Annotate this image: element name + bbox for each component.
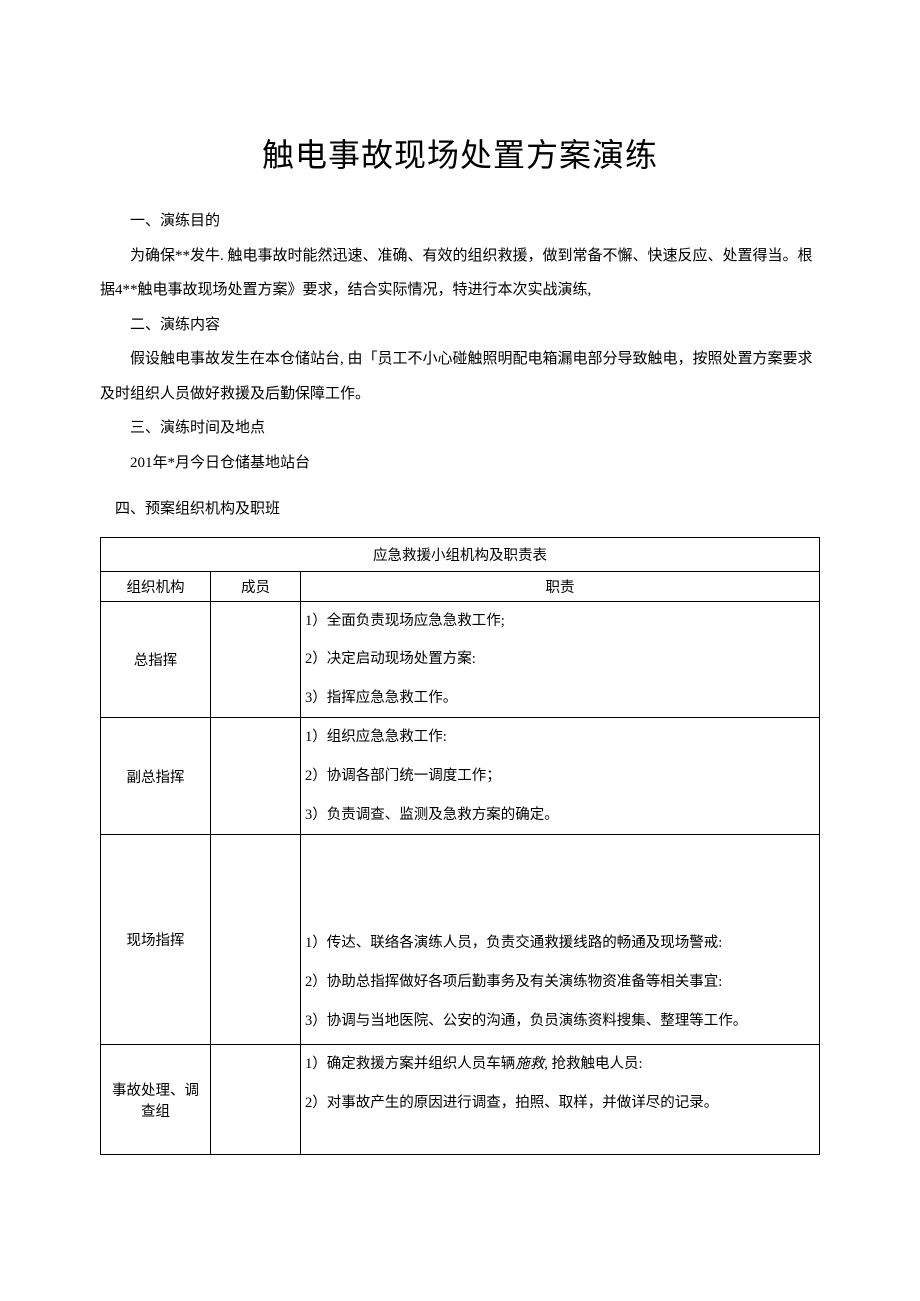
cell-duty: 1）组织应急急救工作: 2）协调各部门统一调度工作； 3）负责调查、监测及急救方… [301,718,820,835]
th-member: 成员 [211,571,301,601]
th-duty: 职责 [301,571,820,601]
duty-item: 2）对事故产生的原因进行调查，拍照、取样，并做详尽的记录。 [301,1084,819,1123]
document-title: 触电事故现场处置方案演练 [100,130,820,176]
table-row: 事故处理、调查组 1）确定救援方案并组织人员车辆施救, 抢救触电人员: 2）对事… [101,1045,820,1155]
org-duty-table: 应急救援小组机构及职责表 组织机构 成员 职责 总指挥 1）全面负责现场应急急救… [100,537,820,1156]
section2-paragraph: 假设触电事故发生在本仓储站台, 由「员工不小心碰触照明配电箱漏电部分导致触电，按… [100,342,820,411]
section4-heading: 四、预案组织机构及职班 [100,492,820,527]
th-org: 组织机构 [101,571,211,601]
duty-item: 2）决定启动现场处置方案: [301,640,819,679]
cell-org: 事故处理、调查组 [101,1045,211,1155]
table-caption: 应急救援小组机构及职责表 [101,537,820,571]
section2-heading: 二、演练内容 [100,308,820,343]
duty-item: 3）指挥应急急救工作。 [301,679,819,718]
cell-member [211,835,301,1045]
table-header-row: 组织机构 成员 职责 [101,571,820,601]
duty-item: 1）全面负责现场应急急救工作; [301,602,819,641]
cell-duty: 1）全面负责现场应急急救工作; 2）决定启动现场处置方案: 3）指挥应急急救工作… [301,601,820,718]
cell-duty: 1）确定救援方案并组织人员车辆施救, 抢救触电人员: 2）对事故产生的原因进行调… [301,1045,820,1155]
table-row: 总指挥 1）全面负责现场应急急救工作; 2）决定启动现场处置方案: 3）指挥应急… [101,601,820,718]
section3-heading: 三、演练时间及地点 [100,411,820,446]
duty-item: 3）协调与当地医院、公安的沟通，负员演练资料搜集、整理等工作。 [301,1002,819,1041]
duty-item: 1）组织应急急救工作: [301,718,819,757]
cell-member [211,1045,301,1155]
cell-org: 副总指挥 [101,718,211,835]
table-row: 副总指挥 1）组织应急急救工作: 2）协调各部门统一调度工作； 3）负责调查、监… [101,718,820,835]
cell-org: 总指挥 [101,601,211,718]
section1-heading: 一、演练目的 [100,204,820,239]
duty-item: 1）传达、联络各演练人员，负责交通救援线路的畅通及现场警戒: [301,924,819,963]
table-row: 现场指挥 1）传达、联络各演练人员，负责交通救援线路的畅通及现场警戒: 2）协助… [101,835,820,1045]
cell-org: 现场指挥 [101,835,211,1045]
cell-member [211,718,301,835]
cell-duty: 1）传达、联络各演练人员，负责交通救援线路的畅通及现场警戒: 2）协助总指挥做好… [301,835,820,1045]
section1-paragraph: 为确保**发牛. 触电事故时能然迅速、准确、有效的组织救援，做到常备不懈、快速反… [100,239,820,308]
duty-item: 3）负责调查、监测及急救方案的确定。 [301,796,819,835]
duty-item: 1）确定救援方案并组织人员车辆施救, 抢救触电人员: [301,1045,819,1084]
section3-paragraph: 201年*月今日仓储基地站台 [100,446,820,481]
duty-item: 2）协助总指挥做好各项后勤事务及有关演练物资准备等相关事宜: [301,963,819,1002]
duty-item: 2）协调各部门统一调度工作； [301,757,819,796]
cell-member [211,601,301,718]
